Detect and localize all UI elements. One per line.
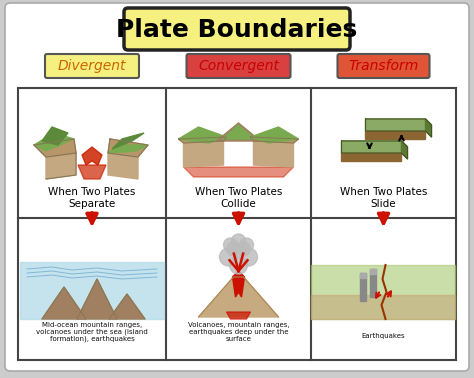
Text: Plate Boundaries: Plate Boundaries <box>117 18 357 42</box>
Polygon shape <box>112 133 144 149</box>
Polygon shape <box>109 294 145 319</box>
Bar <box>166 88 311 218</box>
Polygon shape <box>183 141 224 167</box>
Polygon shape <box>233 271 245 297</box>
Polygon shape <box>311 295 456 319</box>
Polygon shape <box>179 127 227 143</box>
Circle shape <box>229 256 247 274</box>
Polygon shape <box>227 312 250 319</box>
Polygon shape <box>42 287 86 319</box>
Polygon shape <box>42 127 68 145</box>
Polygon shape <box>108 139 148 157</box>
Polygon shape <box>82 147 102 165</box>
Polygon shape <box>341 153 401 161</box>
Polygon shape <box>426 119 431 137</box>
Text: Transform: Transform <box>348 59 419 73</box>
Polygon shape <box>108 145 148 153</box>
Polygon shape <box>222 125 255 139</box>
FancyBboxPatch shape <box>45 54 139 78</box>
Bar <box>166 218 311 360</box>
Circle shape <box>227 242 240 256</box>
Bar <box>18 88 166 218</box>
Circle shape <box>237 242 250 256</box>
Polygon shape <box>341 141 401 153</box>
Polygon shape <box>78 165 106 179</box>
Polygon shape <box>179 137 227 143</box>
Polygon shape <box>401 141 408 159</box>
Polygon shape <box>371 269 376 274</box>
Text: When Two Plates
Collide: When Two Plates Collide <box>195 187 282 209</box>
Bar <box>311 88 456 218</box>
Polygon shape <box>371 269 376 297</box>
FancyBboxPatch shape <box>124 8 350 50</box>
Bar <box>311 218 456 360</box>
Text: When Two Plates
Slide: When Two Plates Slide <box>340 187 427 209</box>
Polygon shape <box>108 153 138 179</box>
Bar <box>18 218 166 360</box>
Polygon shape <box>341 141 408 147</box>
Polygon shape <box>34 133 74 151</box>
Polygon shape <box>34 139 76 157</box>
Polygon shape <box>199 277 279 317</box>
Text: When Two Plates
Separate: When Two Plates Separate <box>48 187 136 209</box>
Polygon shape <box>361 273 366 278</box>
Circle shape <box>219 248 237 266</box>
Text: Earthquakes: Earthquakes <box>362 333 405 339</box>
Polygon shape <box>183 167 293 177</box>
Circle shape <box>239 238 254 252</box>
Text: Volcanoes, mountain ranges,
earthquakes deep under the
surface: Volcanoes, mountain ranges, earthquakes … <box>188 322 289 342</box>
Polygon shape <box>254 141 293 167</box>
Polygon shape <box>250 127 299 143</box>
FancyBboxPatch shape <box>337 54 429 78</box>
FancyBboxPatch shape <box>186 54 291 78</box>
Circle shape <box>239 248 257 266</box>
Polygon shape <box>217 123 261 141</box>
Polygon shape <box>365 131 426 139</box>
Text: Mid-ocean mountain ranges,
volcanoes under the sea (island
formation), earthquak: Mid-ocean mountain ranges, volcanoes und… <box>36 322 148 342</box>
Circle shape <box>231 234 246 248</box>
Polygon shape <box>46 153 76 179</box>
Text: Convergent: Convergent <box>198 59 279 73</box>
Polygon shape <box>365 119 426 131</box>
Polygon shape <box>311 265 456 319</box>
Polygon shape <box>365 119 431 125</box>
Circle shape <box>224 238 237 252</box>
Polygon shape <box>77 279 117 319</box>
Polygon shape <box>361 273 366 301</box>
Polygon shape <box>20 262 164 319</box>
Polygon shape <box>250 137 299 143</box>
Text: Divergent: Divergent <box>58 59 126 73</box>
FancyBboxPatch shape <box>5 3 469 371</box>
